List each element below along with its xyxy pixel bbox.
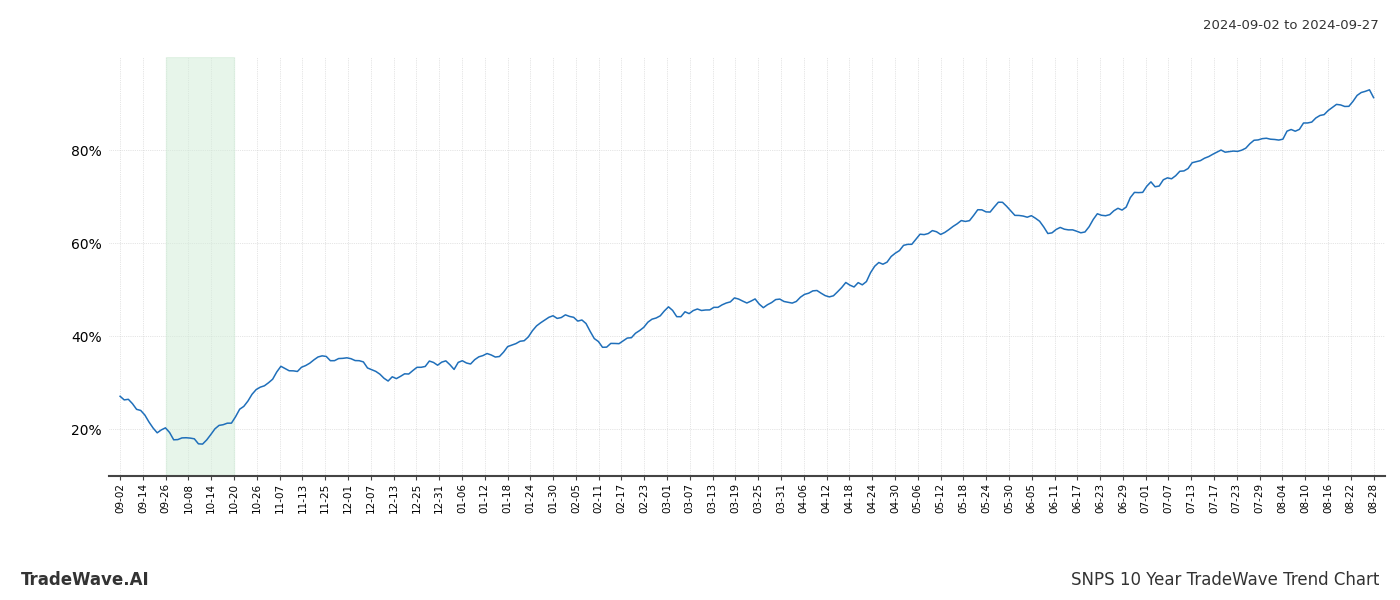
Text: TradeWave.AI: TradeWave.AI [21, 571, 150, 589]
Text: 2024-09-02 to 2024-09-27: 2024-09-02 to 2024-09-27 [1203, 19, 1379, 32]
Bar [165, 57, 234, 476]
Text: SNPS 10 Year TradeWave Trend Chart: SNPS 10 Year TradeWave Trend Chart [1071, 571, 1379, 589]
